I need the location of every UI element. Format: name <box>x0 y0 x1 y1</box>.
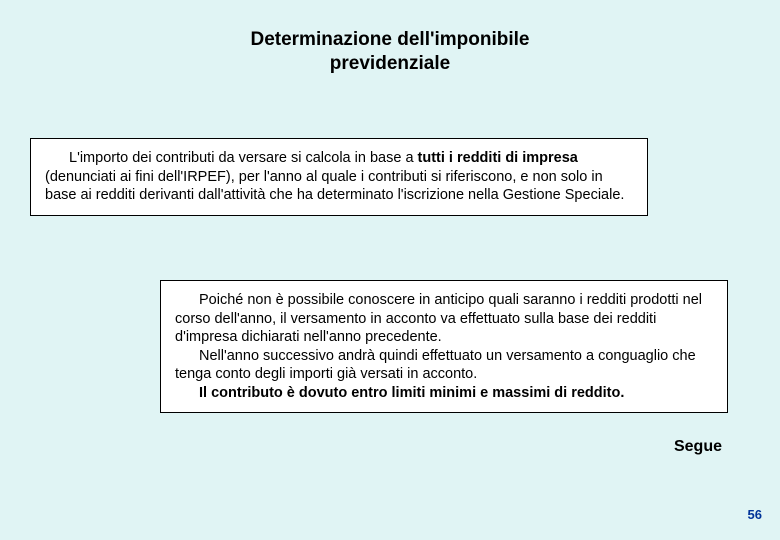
box2-p1: Poiché non è possibile conoscere in anti… <box>175 291 713 347</box>
box2-p2: Nell'anno successivo andrà quindi effett… <box>175 347 713 384</box>
box1-paragraph: L'importo dei contributi da versare si c… <box>45 149 633 205</box>
title-line1: Determinazione dell'imponibile <box>250 29 529 50</box>
box1-text-pre: L'importo dei contributi da versare si c… <box>69 150 418 166</box>
title-line2: previdenziale <box>330 53 450 74</box>
box2-p3-bold: Il contributo è dovuto entro limiti mini… <box>199 385 624 401</box>
content-box-2: Poiché non è possibile conoscere in anti… <box>160 280 728 413</box>
slide-title: Determinazione dell'imponibile previdenz… <box>0 0 780 76</box>
box2-p3: Il contributo è dovuto entro limiti mini… <box>175 384 713 403</box>
box1-text-post: (denunciati ai fini dell'IRPEF), per l'a… <box>45 169 624 204</box>
box1-text-bold: tutti i redditi di impresa <box>418 150 578 166</box>
continue-label: Segue <box>674 438 722 456</box>
content-box-1: L'importo dei contributi da versare si c… <box>30 138 648 216</box>
page-number: 56 <box>748 507 762 522</box>
